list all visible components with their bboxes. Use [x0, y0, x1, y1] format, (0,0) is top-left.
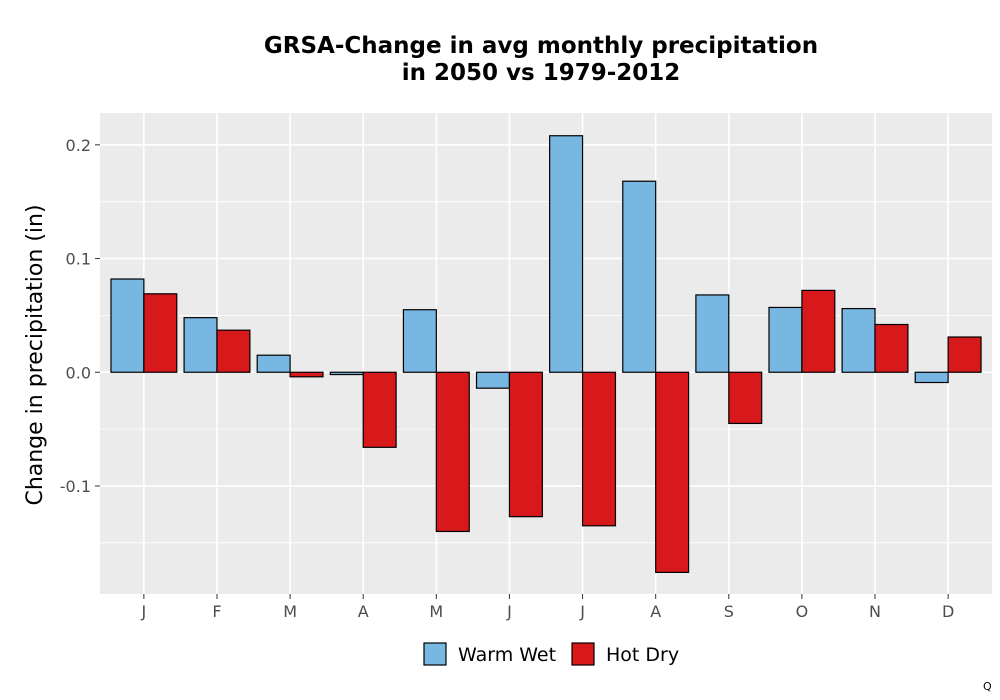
- bar-hot-dry: [655, 371, 690, 573]
- x-tick-label: M: [429, 602, 443, 621]
- bar-warm-wet: [914, 371, 949, 384]
- bar-hot-dry: [143, 293, 178, 373]
- bar-hot-dry: [435, 371, 470, 533]
- y-tick-label: -0.1: [60, 477, 91, 496]
- x-tick-label: S: [724, 602, 734, 621]
- x-tick-label: N: [869, 602, 881, 621]
- bar-hot-dry: [581, 371, 617, 527]
- x-tick-label: M: [283, 602, 297, 621]
- legend-swatch: [571, 642, 595, 666]
- x-tick-label: J: [579, 602, 585, 621]
- bar-warm-wet: [183, 317, 218, 373]
- bar-warm-wet: [768, 306, 803, 373]
- bar-warm-wet: [622, 180, 657, 373]
- bar-warm-wet: [695, 294, 730, 373]
- bar-warm-wet: [110, 278, 145, 373]
- x-tick-label: A: [358, 602, 369, 621]
- bar-hot-dry: [508, 371, 543, 518]
- bar-warm-wet: [841, 307, 876, 373]
- x-tick-label: J: [506, 602, 512, 621]
- bar-hot-dry: [289, 371, 324, 378]
- x-tick-label: D: [942, 602, 954, 621]
- bar-hot-dry: [801, 289, 836, 373]
- x-tick-label: O: [796, 602, 809, 621]
- bar-warm-wet: [256, 354, 291, 373]
- chart-title-line-2: in 2050 vs 1979-2012: [402, 60, 681, 86]
- legend-label: Warm Wet: [458, 644, 556, 666]
- y-axis-ticks: 0.2 0.1 0.0 -0.1: [60, 136, 100, 496]
- bar-warm-wet: [475, 371, 511, 389]
- bar-hot-dry: [874, 323, 909, 373]
- y-axis-label: Change in precipitation (in): [23, 204, 48, 505]
- bar-hot-dry: [947, 336, 982, 373]
- y-tick-label: 0.1: [66, 250, 91, 269]
- x-tick-label: J: [141, 602, 147, 621]
- bar-warm-wet: [402, 309, 437, 373]
- bars: [110, 135, 982, 573]
- legend-swatch: [423, 642, 447, 666]
- y-tick-label: 0.0: [66, 363, 91, 382]
- corner-mark: Q: [983, 680, 992, 693]
- y-tick-label: 0.2: [66, 136, 91, 155]
- legend: Warm Wet Hot Dry: [423, 642, 679, 666]
- x-tick-label: F: [212, 602, 221, 621]
- bar-hot-dry: [216, 329, 251, 373]
- chart-title-line-1: GRSA-Change in avg monthly precipitation: [264, 33, 818, 59]
- bar-warm-wet: [549, 135, 584, 373]
- bar-warm-wet: [329, 371, 364, 376]
- bar-hot-dry: [728, 371, 763, 425]
- x-tick-label: A: [650, 602, 661, 621]
- bar-hot-dry: [362, 371, 397, 448]
- legend-label: Hot Dry: [606, 644, 679, 666]
